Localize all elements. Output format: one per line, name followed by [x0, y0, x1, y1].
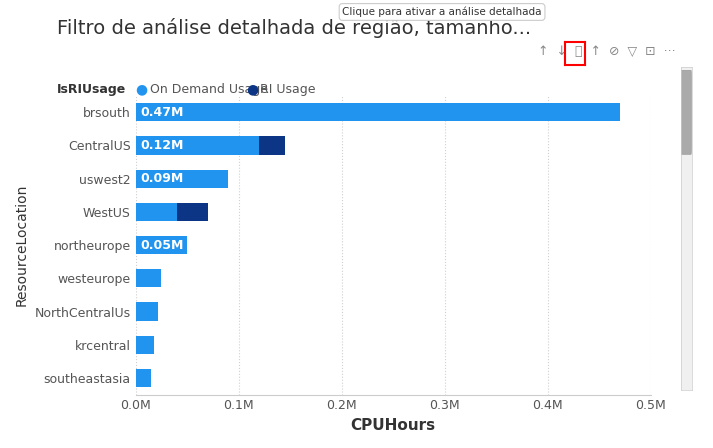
Bar: [135, 269, 161, 288]
Text: ●: ●: [246, 82, 258, 97]
Bar: [135, 136, 259, 155]
Bar: [135, 302, 158, 321]
Text: IsRIUsage: IsRIUsage: [57, 83, 126, 96]
Y-axis label: ResourceLocation: ResourceLocation: [15, 184, 29, 306]
Bar: [177, 203, 207, 221]
Bar: [135, 369, 151, 387]
Bar: [135, 103, 620, 121]
Text: 0.12M: 0.12M: [140, 139, 184, 152]
Text: 0.47M: 0.47M: [140, 106, 184, 119]
Bar: [135, 169, 228, 188]
Text: ↑  ↓  ⫶  ↑  ⊘  ▽  ⊡  ···: ↑ ↓ ⫶ ↑ ⊘ ▽ ⊡ ···: [538, 44, 676, 58]
Text: Clique para ativar a análise detalhada: Clique para ativar a análise detalhada: [342, 7, 542, 17]
Bar: [259, 136, 285, 155]
Text: RI Usage: RI Usage: [260, 83, 316, 96]
Text: On Demand Usage: On Demand Usage: [150, 83, 267, 96]
Text: ●: ●: [135, 82, 148, 97]
FancyBboxPatch shape: [681, 70, 692, 154]
Text: Filtro de análise detalhada de região, tamanho...: Filtro de análise detalhada de região, t…: [57, 18, 531, 38]
Text: 0.05M: 0.05M: [140, 239, 184, 252]
Bar: [135, 203, 177, 221]
X-axis label: CPUHours: CPUHours: [351, 418, 436, 433]
Bar: [135, 336, 154, 354]
Bar: [135, 236, 187, 254]
Text: 0.09M: 0.09M: [140, 172, 184, 185]
